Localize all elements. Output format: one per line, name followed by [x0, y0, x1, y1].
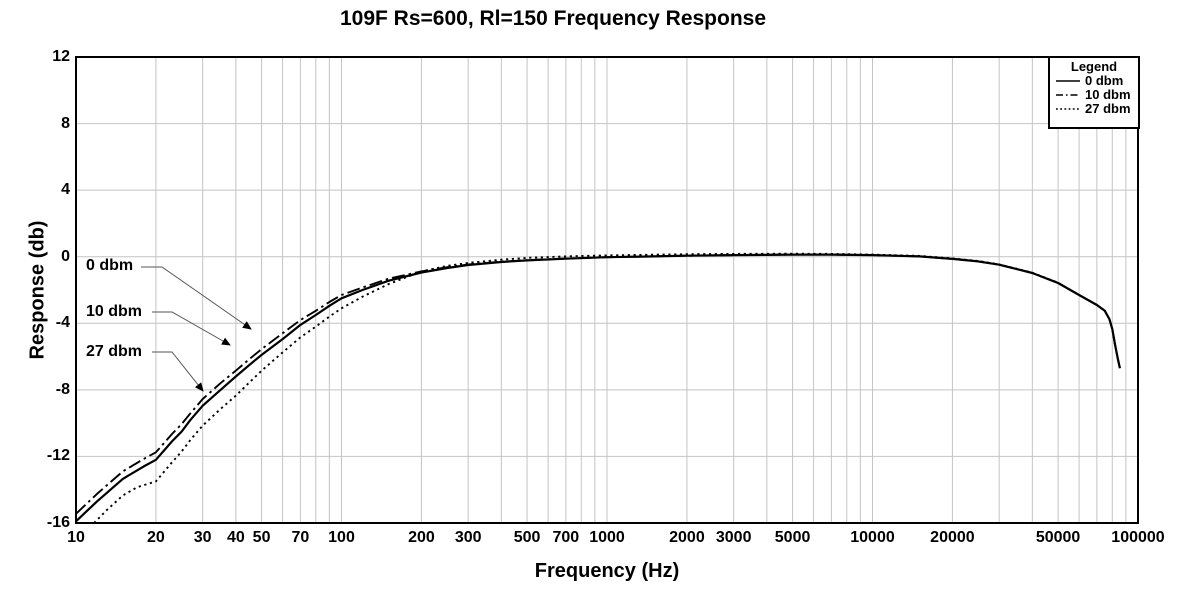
legend-line-sample-dotted: [1056, 108, 1080, 110]
legend-entry: 10 dbm: [1050, 88, 1138, 102]
curve-27-dbm: [93, 252, 1121, 524]
y-tick-label: 4: [61, 181, 70, 199]
legend-line-sample-solid: [1056, 80, 1080, 82]
x-tick-label: 30: [193, 529, 212, 546]
x-tick-label: 500: [513, 529, 541, 546]
annotation-label-27-dbm: 27 dbm: [86, 343, 143, 360]
curve-0-dbm: [75, 253, 1121, 523]
x-tick-label: 40: [226, 529, 245, 546]
legend-entry-label: 0 dbm: [1085, 73, 1124, 88]
y-tick-label: 0: [61, 247, 70, 265]
y-tick-label: -12: [46, 447, 70, 465]
x-tick-label: 10000: [850, 529, 895, 546]
x-tick-label: 2000: [669, 529, 705, 546]
x-axis-title: Frequency (Hz): [534, 560, 680, 582]
x-tick-label: 10: [67, 529, 85, 546]
x-tick-label: 100000: [1111, 529, 1165, 546]
x-tick-label: 700: [552, 529, 580, 546]
x-tick-label: 50000: [1035, 529, 1081, 546]
x-tick-label: 3000: [715, 529, 752, 546]
plot-border: [75, 56, 1139, 524]
gridlines: [75, 57, 1139, 523]
legend-entries: 0 dbm 10 dbm 27 dbm: [1050, 74, 1138, 116]
y-tick-label: 8: [61, 114, 70, 132]
x-tick-label: 200: [408, 529, 435, 546]
legend-line-sample-dashdot: [1056, 94, 1080, 96]
annotation-leader-10-dbm: [152, 311, 231, 346]
y-tick-label: 12: [52, 48, 70, 65]
annotation-leader-27-dbm: [152, 351, 204, 392]
x-tick-label: 1000: [589, 529, 625, 546]
legend-entry: 0 dbm: [1050, 74, 1138, 88]
x-tick-label: 20: [147, 529, 165, 546]
annotation-label-10-dbm: 10 dbm: [86, 303, 143, 320]
y-tick-label: -16: [46, 514, 70, 531]
y-tick-label: -4: [55, 314, 70, 332]
legend: Legend 0 dbm 10 dbm 27 dbm: [1048, 56, 1140, 129]
annotation-leader-0-dbm: [141, 266, 252, 330]
curve-10-dbm: [75, 253, 1121, 515]
legend-entry-label: 27 dbm: [1085, 101, 1131, 116]
x-tick-label: 20000: [930, 529, 975, 546]
x-tick-label: 100: [328, 529, 355, 546]
chart-title: 109F Rs=600, Rl=150 Frequency Response: [339, 7, 767, 30]
x-tick-label: 70: [291, 529, 310, 546]
x-tick-label: 50: [252, 529, 271, 546]
annotation-label-0-dbm: 0 dbm: [86, 257, 134, 274]
y-tick-label: -8: [55, 380, 70, 398]
legend-entry-label: 10 dbm: [1085, 87, 1131, 102]
legend-entry: 27 dbm: [1050, 102, 1138, 116]
x-tick-label: 300: [454, 529, 482, 546]
x-tick-label: 5000: [774, 529, 811, 546]
legend-title: Legend: [1070, 59, 1118, 74]
